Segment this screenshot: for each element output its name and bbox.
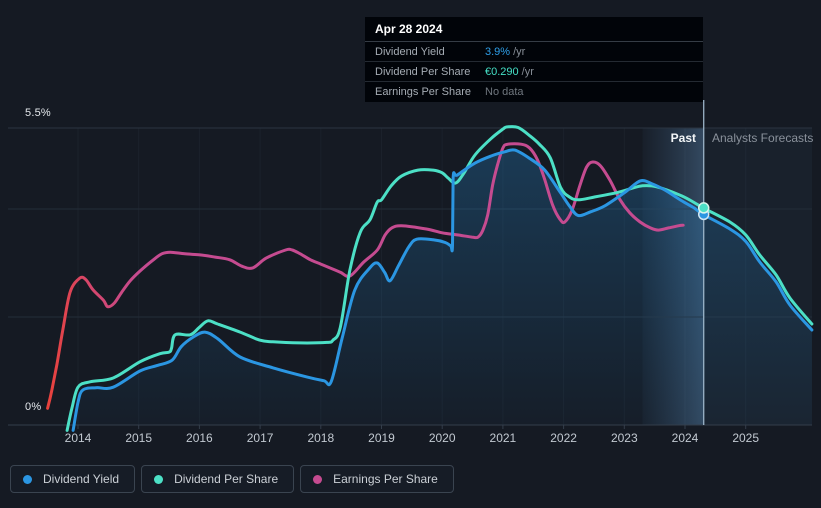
tooltip-row-label: Dividend Yield bbox=[375, 45, 445, 58]
x-tick-label: 2018 bbox=[307, 431, 335, 445]
x-tick-label: 2017 bbox=[246, 431, 274, 445]
x-tick-label: 2023 bbox=[610, 431, 638, 445]
dividend-yield-dot-icon bbox=[23, 474, 32, 484]
x-tick-label: 2016 bbox=[186, 431, 213, 445]
earnings-per-share-line bbox=[46, 142, 685, 410]
legend-item-earnings-per-share[interactable]: Earnings Per Share bbox=[300, 465, 454, 493]
legend-item-dividend-per-share[interactable]: Dividend Per Share bbox=[141, 465, 295, 493]
dividend-per-share-marker-dot bbox=[697, 202, 710, 214]
x-tick-label: 2019 bbox=[368, 431, 395, 445]
dividend-yield-area bbox=[73, 149, 812, 431]
x-axis-labels: 2014 2015 2016 2017 2018 2019 2020 2021 2022 2023… bbox=[0, 431, 821, 447]
tooltip-row-unit: /yr bbox=[513, 45, 526, 58]
y-axis-max-label: 5.5% bbox=[25, 107, 51, 119]
x-tick-label: 2022 bbox=[550, 431, 577, 445]
tooltip-row-label: Earnings Per Share bbox=[375, 86, 471, 98]
dividend-per-share-line bbox=[65, 125, 814, 432]
x-tick-label: 2014 bbox=[64, 431, 92, 445]
dividend-yield-line bbox=[71, 148, 814, 432]
tooltip-row-dividend-yield: Dividend Yield 3.9% /yr bbox=[365, 42, 703, 62]
legend-item-label: Dividend Yield bbox=[43, 472, 120, 486]
tooltip-date: Apr 28 2024 bbox=[365, 17, 703, 42]
tooltip-row-value: €0.290 bbox=[485, 65, 519, 78]
x-tick-label: 2024 bbox=[671, 431, 699, 445]
past-region-label: Past bbox=[670, 131, 696, 145]
tooltip-row-value: No data bbox=[485, 86, 524, 98]
tooltip-row-label: Dividend Per Share bbox=[375, 65, 471, 78]
x-tick-label: 2015 bbox=[125, 431, 153, 445]
x-tick-label: 2025 bbox=[732, 431, 760, 445]
y-axis-zero-label: 0% bbox=[25, 401, 42, 413]
tooltip-row-unit: /yr bbox=[521, 65, 534, 78]
chart-legend: Dividend Yield Dividend Per Share Earnin… bbox=[10, 465, 454, 493]
legend-item-label: Earnings Per Share bbox=[333, 472, 438, 486]
tooltip-row-dividend-per-share: Dividend Per Share €0.290 /yr bbox=[365, 62, 703, 82]
earnings-per-share-dot-icon bbox=[313, 474, 323, 484]
legend-item-dividend-yield[interactable]: Dividend Yield bbox=[10, 465, 136, 493]
forecast-region-label: Analysts Forecasts bbox=[712, 131, 814, 145]
x-tick-label: 2021 bbox=[489, 431, 517, 445]
legend-item-label: Dividend Per Share bbox=[174, 472, 279, 486]
tooltip-row-earnings-per-share: Earnings Per Share No data bbox=[365, 82, 703, 102]
x-tick-label: 2020 bbox=[428, 431, 456, 445]
tooltip-row-value: 3.9% bbox=[485, 45, 511, 58]
dividend-per-share-dot-icon bbox=[154, 474, 164, 484]
chart-canvas[interactable] bbox=[0, 0, 821, 455]
chart-tooltip: Apr 28 2024 Dividend Yield 3.9% /yr Divi… bbox=[365, 17, 703, 102]
